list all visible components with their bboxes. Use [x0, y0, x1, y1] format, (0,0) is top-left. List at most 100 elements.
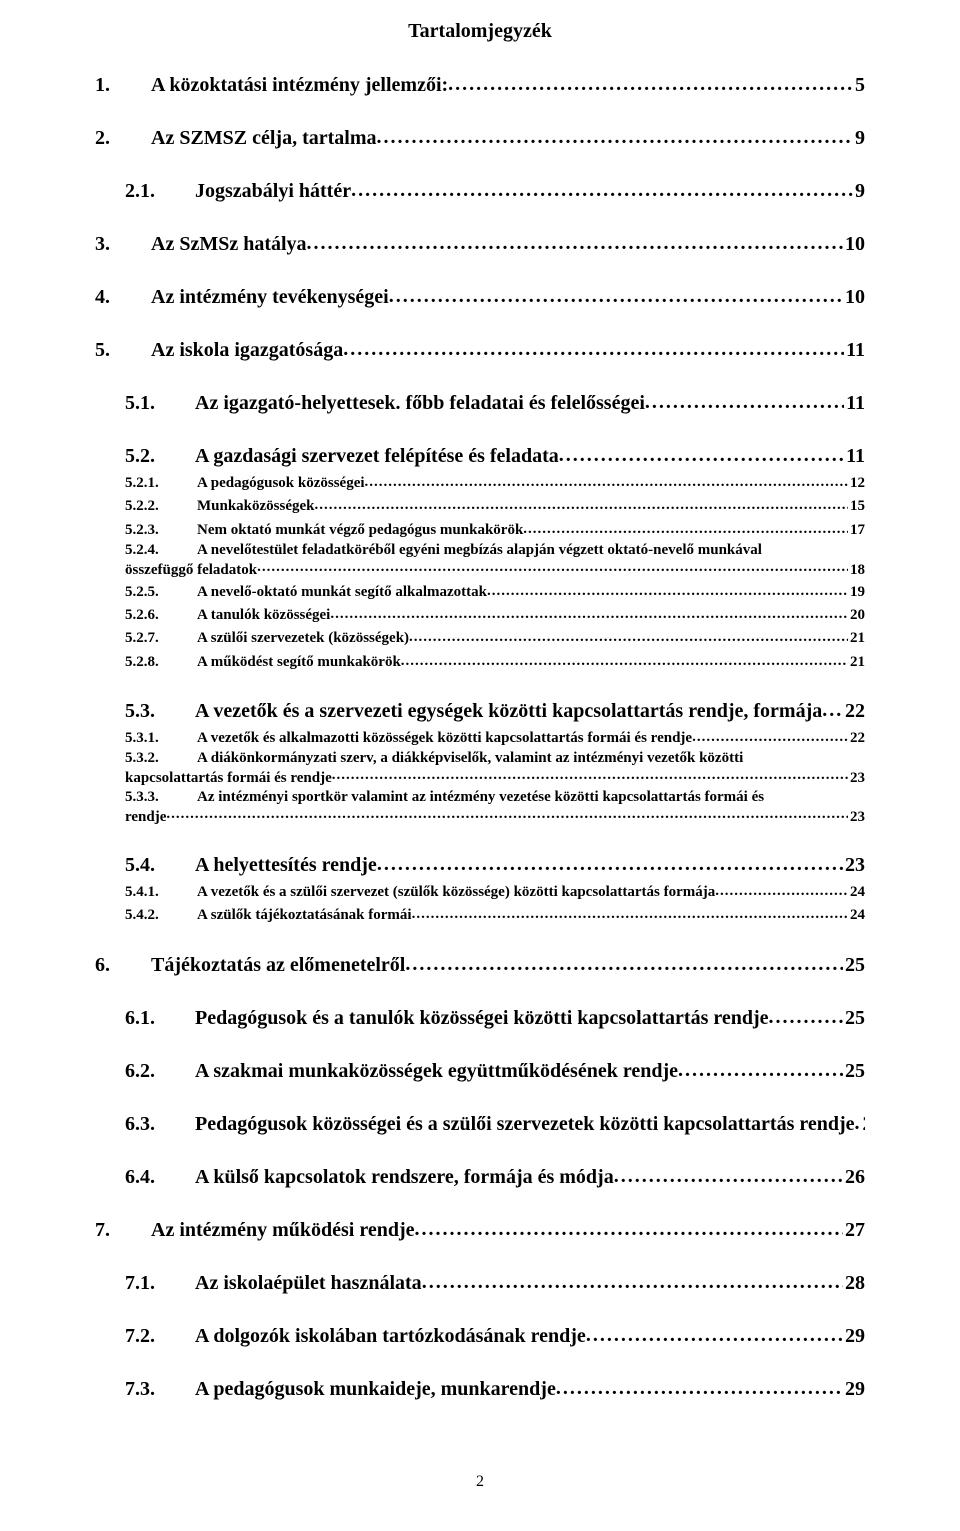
toc-entry-text: A diákönkormányzati szerv, a diákképvise…	[197, 750, 743, 767]
toc-entry-number: 5.2.5.	[125, 582, 197, 602]
toc-entry: 6.Tájékoztatás az előmenetelről25	[95, 951, 865, 979]
toc-entry: 5.3.1.A vezetők és alkalmazotti közösség…	[95, 727, 865, 748]
toc-entry-page: 23	[848, 770, 865, 787]
toc-entry-number: 7.1.	[125, 1270, 195, 1297]
toc-entry-number: 5.2.2.	[125, 496, 197, 516]
toc-leader-dots	[586, 1322, 843, 1342]
toc-entry-page: 11	[844, 337, 865, 364]
toc-leader-dots	[822, 697, 843, 717]
toc-entry-number: 5.3.	[125, 698, 195, 725]
toc-entry: 5.1.Az igazgató-helyettesek. főbb felada…	[95, 389, 865, 417]
toc-entry-text: A gazdasági szervezet felépítése és fela…	[195, 443, 559, 470]
toc-leader-dots	[401, 651, 848, 666]
toc-entry-text: A szakmai munkaközösségek együttműködésé…	[195, 1058, 678, 1085]
toc-entry-page: 18	[848, 562, 865, 579]
toc-entry-number: 6.4.	[125, 1164, 195, 1191]
toc-entry-page: 25	[843, 1058, 865, 1085]
table-of-contents: 1.A közoktatási intézmény jellemzői: 5 2. A…	[95, 71, 865, 1403]
toc-entry-number: 5.3.2.	[125, 750, 197, 767]
toc-leader-dots	[556, 1375, 843, 1395]
toc-entry: 2.1.Jogszabályi háttér9	[95, 177, 865, 205]
toc-entry: 5.3.3.Az intézményi sportkör valamint az…	[95, 789, 865, 826]
toc-entry-text: Munkaközösségek	[197, 496, 315, 516]
toc-entry-page: 12	[848, 473, 865, 493]
toc-entry-number: 5.4.2.	[125, 905, 197, 925]
toc-entry-text: A nevelőtestület feladatköréből egyéni m…	[197, 542, 762, 559]
toc-entry-page: 11	[844, 390, 865, 417]
toc-entry-number: 5.4.	[125, 852, 195, 879]
toc-entry-text: A vezetők és a szülői szervezet (szülők …	[197, 882, 715, 902]
toc-leader-dots	[614, 1163, 843, 1183]
toc-entry-page: 29	[843, 1323, 865, 1350]
toc-entry-number: 7.3.	[125, 1376, 195, 1403]
toc-entry-text: Pedagógusok és a tanulók közösségei közö…	[195, 1005, 769, 1032]
toc-entry: 5.3.2.A diákönkormányzati szerv, a diákk…	[95, 750, 865, 787]
toc-entry-page: 15	[848, 496, 865, 516]
toc-entry-text: A közoktatási intézmény jellemzői:	[151, 72, 448, 99]
toc-entry-number: 5.2.7.	[125, 628, 197, 648]
toc-leader-dots	[715, 881, 848, 896]
toc-entry-number: 1.	[95, 72, 151, 99]
toc-entry-number: 5.2.6.	[125, 605, 197, 625]
toc-entry: 5.4.1.A vezetők és a szülői szervezet (s…	[95, 881, 865, 902]
toc-entry-text: Nem oktató munkát végző pedagógus munkak…	[197, 520, 523, 540]
toc-entry-text: Az intézményi sportkör valamint az intéz…	[197, 789, 764, 806]
toc-entry-number: 5.2.4.	[125, 542, 197, 559]
toc-entry: 5.3.A vezetők és a szervezeti egységek k…	[95, 697, 865, 725]
toc-entry-text: A nevelő-oktató munkát segítő alkalmazot…	[197, 582, 487, 602]
toc-leader-dots	[257, 559, 848, 574]
toc-entry: 7.Az intézmény működési rendje27	[95, 1216, 865, 1244]
toc-entry-page: 5	[853, 72, 865, 99]
toc-entry-number: 6.	[95, 952, 151, 979]
toc-entry-page: 10	[843, 284, 865, 311]
toc-entry-page: 26	[843, 1164, 865, 1191]
toc-leader-dots	[343, 336, 844, 356]
toc-entry-number: 5.2.8.	[125, 652, 197, 672]
toc-entry-text: Az intézmény működési rendje	[151, 1217, 415, 1244]
toc-entry-number: 5.2.	[125, 443, 195, 470]
toc-entry-number: 2.	[95, 125, 151, 152]
toc-entry: 5.2.8.A működést segítő munkakörök21	[95, 651, 865, 672]
toc-leader-dots	[405, 951, 843, 971]
toc-entry-number: 5.2.3.	[125, 520, 197, 540]
toc-entry-page: 29	[843, 1376, 865, 1403]
toc-entry-text: A vezetők és alkalmazotti közösségek köz…	[197, 728, 692, 748]
toc-entry: 6.1.Pedagógusok és a tanulók közösségei …	[95, 1004, 865, 1032]
toc-entry: 5.2.1.A pedagógusok közösségei 12	[95, 472, 865, 493]
toc-entry-text: Az igazgató-helyettesek. főbb feladatai …	[195, 390, 645, 417]
toc-entry-number: 3.	[95, 231, 151, 258]
toc-leader-dots	[409, 627, 848, 642]
toc-entry: 5.2.3.Nem oktató munkát végző pedagógus …	[95, 519, 865, 540]
toc-leader-dots	[487, 581, 848, 596]
toc-leader-dots	[523, 519, 848, 534]
toc-leader-dots	[855, 1110, 861, 1130]
toc-entry-text: A tanulók közösségei	[197, 605, 330, 625]
toc-entry: 6.2.A szakmai munkaközösségek együttműkö…	[95, 1057, 865, 1085]
toc-leader-dots	[769, 1004, 843, 1024]
toc-entry-text: A pedagógusok közösségei	[197, 473, 365, 493]
toc-entry-page: 28	[843, 1270, 865, 1297]
toc-entry-number: 6.2.	[125, 1058, 195, 1085]
toc-leader-dots	[330, 604, 848, 619]
toc-entry-number: 2.1.	[125, 178, 195, 205]
toc-leader-dots	[692, 727, 848, 742]
toc-entry: 5.4.2.A szülők tájékoztatásának formái24	[95, 904, 865, 925]
toc-entry: 5.2.6.A tanulók közösségei20	[95, 604, 865, 625]
toc-entry-text-cont: összefüggő feladatok	[125, 562, 257, 579]
toc-entry: 7.3.A pedagógusok munkaideje, munkarendj…	[95, 1375, 865, 1403]
toc-entry-text-cont: rendje	[125, 809, 166, 826]
toc-entry-text-cont: kapcsolattartás formái és rendje	[125, 770, 332, 787]
toc-leader-dots	[351, 177, 853, 197]
toc-entry: 5.2.2.Munkaközösségek 15	[95, 495, 865, 516]
toc-leader-dots	[645, 389, 844, 409]
toc-entry-number: 5.2.1.	[125, 473, 197, 493]
toc-entry-text: A külső kapcsolatok rendszere, formája é…	[195, 1164, 614, 1191]
toc-entry-page: 24	[848, 905, 865, 925]
toc-entry: 7.1.Az iskolaépület használata28	[95, 1269, 865, 1297]
toc-entry: 6.3.Pedagógusok közösségei és a szülői s…	[95, 1110, 865, 1138]
toc-entry-page: 19	[848, 582, 865, 602]
toc-entry-text: Pedagógusok közösségei és a szülői szerv…	[195, 1111, 855, 1138]
toc-entry-number: 5.4.1.	[125, 882, 197, 902]
toc-entry: 4.Az intézmény tevékenységei10	[95, 283, 865, 311]
page-number: 2	[95, 1473, 865, 1491]
